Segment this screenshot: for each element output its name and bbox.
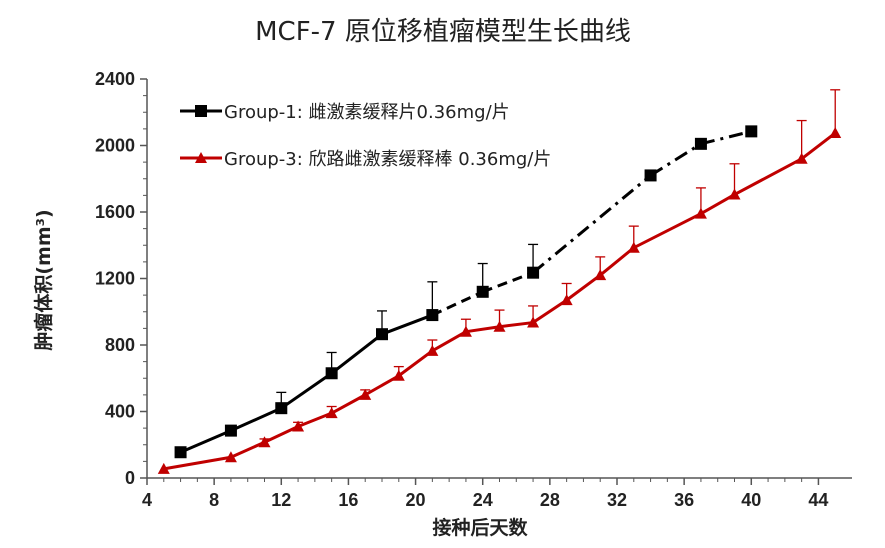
data-point-square — [527, 266, 540, 279]
series-line-segment — [230, 440, 266, 459]
legend-marker-triangle — [195, 152, 207, 163]
data-point-triangle — [694, 207, 707, 219]
series-line-segment — [364, 374, 400, 397]
series-line-segment — [499, 321, 534, 329]
data-point-square — [426, 309, 439, 322]
x-tick-label: 24 — [473, 490, 493, 510]
series-line-segment — [482, 271, 534, 294]
x-tick-label: 28 — [540, 490, 560, 510]
series-group-3 — [157, 89, 842, 474]
x-tick-label: 36 — [674, 490, 694, 510]
data-point-triangle — [728, 188, 741, 200]
series-line-segment — [565, 273, 602, 302]
data-point-square — [174, 446, 187, 459]
data-point-triangle — [459, 325, 472, 337]
data-point-square — [476, 285, 489, 298]
data-point-triangle — [426, 344, 439, 356]
legend-label-group-1: Group-1: 雌激素缓释片0.36mg/片 — [224, 102, 510, 123]
series-line-segment — [700, 129, 752, 146]
series-line-segment — [230, 406, 282, 432]
legend-item-group-3: Group-3: 欣路雌激素缓释棒 0.36mg/片 — [180, 149, 551, 170]
series-line-segment — [649, 142, 702, 177]
series-line-segment — [532, 174, 652, 274]
data-point-square — [275, 402, 288, 415]
series-line-segment — [163, 455, 232, 471]
legend-marker-square — [195, 105, 207, 117]
series-line-segment — [330, 393, 366, 415]
y-tick-label: 1200 — [95, 269, 135, 289]
x-tick-label: 12 — [271, 490, 291, 510]
data-point-triangle — [258, 436, 271, 448]
x-tick-label: 16 — [338, 490, 358, 510]
data-point-triangle — [392, 369, 405, 381]
axes: 0 400 800 1200 1600 2000 2400 4 8 12 16 20 24 28 32 36 4… — [95, 69, 852, 510]
y-tick-label: 400 — [105, 402, 135, 422]
data-point-square — [745, 125, 758, 138]
series-line-segment — [431, 330, 467, 353]
series-line-segment — [633, 212, 702, 250]
data-point-square — [325, 367, 338, 380]
data-point-triangle — [560, 294, 573, 306]
data-point-square — [376, 328, 388, 341]
series-line-segment — [465, 325, 500, 334]
series-line-segment — [397, 349, 434, 377]
series-line-segment — [700, 193, 736, 215]
y-tick-label: 1600 — [95, 202, 135, 222]
x-tick-label: 32 — [607, 490, 627, 510]
data-point-square — [694, 137, 707, 150]
series-line-segment — [179, 429, 232, 454]
x-tick-label: 4 — [142, 490, 152, 510]
legend-label-group-3: Group-3: 欣路雌激素缓释棒 0.36mg/片 — [224, 149, 551, 170]
data-point-triangle — [627, 241, 640, 253]
x-tick-label: 40 — [741, 490, 761, 510]
series-line-segment — [431, 290, 484, 317]
data-point-triangle — [224, 451, 237, 463]
legend-item-group-1: Group-1: 雌激素缓释片0.36mg/片 — [180, 102, 510, 123]
series-group-1 — [174, 125, 758, 459]
data-point-triangle — [527, 316, 540, 328]
y-tick-label: 0 — [125, 468, 135, 488]
data-point-triangle — [493, 320, 506, 332]
chart-title: MCF-7 原位移植瘤模型生长曲线 — [255, 17, 631, 47]
x-axis-title: 接种后天数 — [432, 516, 528, 539]
series-line-segment — [733, 157, 803, 196]
y-tick-label: 2400 — [95, 69, 135, 89]
series-line-segment — [381, 313, 433, 336]
series-line-segment — [330, 333, 383, 375]
data-point-triangle — [359, 388, 372, 400]
data-point-triangle — [325, 407, 338, 419]
data-point-triangle — [292, 420, 305, 432]
data-point-square — [224, 424, 237, 437]
series-line-segment — [532, 298, 568, 324]
data-point-square — [644, 169, 657, 182]
series-line-segment — [280, 372, 333, 410]
series-line-segment — [297, 411, 333, 428]
data-point-triangle — [157, 462, 170, 474]
x-tick-label: 20 — [406, 490, 426, 510]
y-tick-label: 2000 — [95, 136, 135, 156]
y-axis-title: 肿瘤体积(mm³) — [32, 209, 55, 350]
series-line-segment — [263, 425, 299, 444]
x-tick-label: 8 — [209, 490, 219, 510]
series-layer — [157, 89, 842, 474]
y-tick-label: 800 — [105, 335, 135, 355]
data-point-triangle — [594, 269, 607, 281]
x-tick-label: 44 — [808, 490, 828, 510]
data-point-triangle — [795, 152, 808, 164]
data-point-triangle — [829, 127, 842, 139]
legend: Group-1: 雌激素缓释片0.36mg/片 Group-3: 欣路雌激素缓释… — [180, 102, 551, 170]
